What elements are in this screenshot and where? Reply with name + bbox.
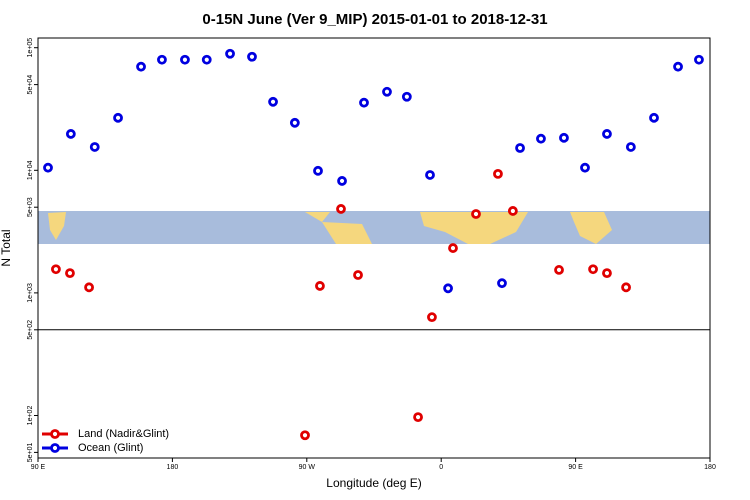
plot-frame — [37, 37, 711, 459]
point — [448, 243, 458, 253]
y-tick-label: 1e+02 — [27, 406, 34, 426]
y-tick-label: 1e+04 — [27, 160, 34, 180]
point — [559, 132, 569, 143]
point — [65, 268, 75, 279]
point — [621, 282, 631, 293]
point — [289, 117, 300, 128]
point — [515, 143, 525, 153]
point — [497, 278, 507, 289]
point — [315, 281, 325, 291]
point — [157, 54, 167, 65]
x-tick-label: 180 — [704, 464, 716, 471]
point — [247, 51, 257, 62]
point — [427, 312, 437, 323]
y-tick-label: 5e+01 — [27, 442, 34, 462]
point — [337, 176, 347, 186]
legend-marker — [50, 443, 60, 453]
point — [65, 129, 76, 139]
point — [43, 162, 53, 173]
point — [425, 170, 435, 180]
point — [507, 206, 518, 216]
chart-title: 0-15N June (Ver 9_MIP) 2015-01-01 to 201… — [202, 11, 547, 28]
legend-label: Land (Nadir&Glint) — [78, 428, 169, 440]
legend-marker — [50, 429, 60, 439]
y-axis-label: N Total — [0, 229, 13, 266]
point — [673, 61, 683, 72]
y-tick-label: 5e+02 — [27, 320, 34, 340]
point — [554, 265, 564, 275]
x-tick-label: 90 E — [568, 464, 583, 471]
point — [588, 264, 598, 275]
point — [300, 430, 310, 441]
point — [694, 54, 704, 65]
legend-label: Ocean (Glint) — [78, 442, 143, 454]
point — [602, 129, 612, 139]
x-tick-label: 180 — [167, 464, 179, 471]
point — [471, 209, 481, 219]
point — [51, 264, 61, 275]
point — [625, 142, 636, 152]
point — [89, 142, 100, 152]
point — [536, 133, 546, 144]
point — [382, 86, 392, 97]
y-tick-label: 5e+04 — [27, 75, 34, 95]
point — [580, 162, 590, 173]
y-tick-label: 1e+03 — [27, 283, 34, 303]
point — [225, 48, 235, 59]
point — [602, 268, 612, 279]
point — [413, 412, 423, 423]
point — [443, 283, 453, 294]
point — [336, 204, 346, 214]
point — [649, 112, 659, 123]
point — [113, 112, 123, 123]
point — [313, 165, 323, 176]
y-tick-label: 5e+03 — [27, 197, 34, 217]
y-tick-label: 1e+05 — [27, 38, 34, 58]
x-axis-label: Longitude (deg E) — [326, 476, 421, 490]
point — [84, 282, 94, 293]
point — [353, 270, 363, 280]
point — [180, 54, 190, 65]
point — [201, 54, 212, 65]
point — [359, 97, 369, 108]
point — [493, 168, 503, 179]
x-tick-label: 0 — [439, 464, 443, 471]
map-background — [38, 211, 710, 244]
x-tick-label: 90 W — [299, 464, 316, 471]
point — [401, 91, 412, 102]
point — [136, 61, 146, 72]
point — [268, 96, 278, 107]
x-tick-label: 90 E — [31, 464, 46, 471]
